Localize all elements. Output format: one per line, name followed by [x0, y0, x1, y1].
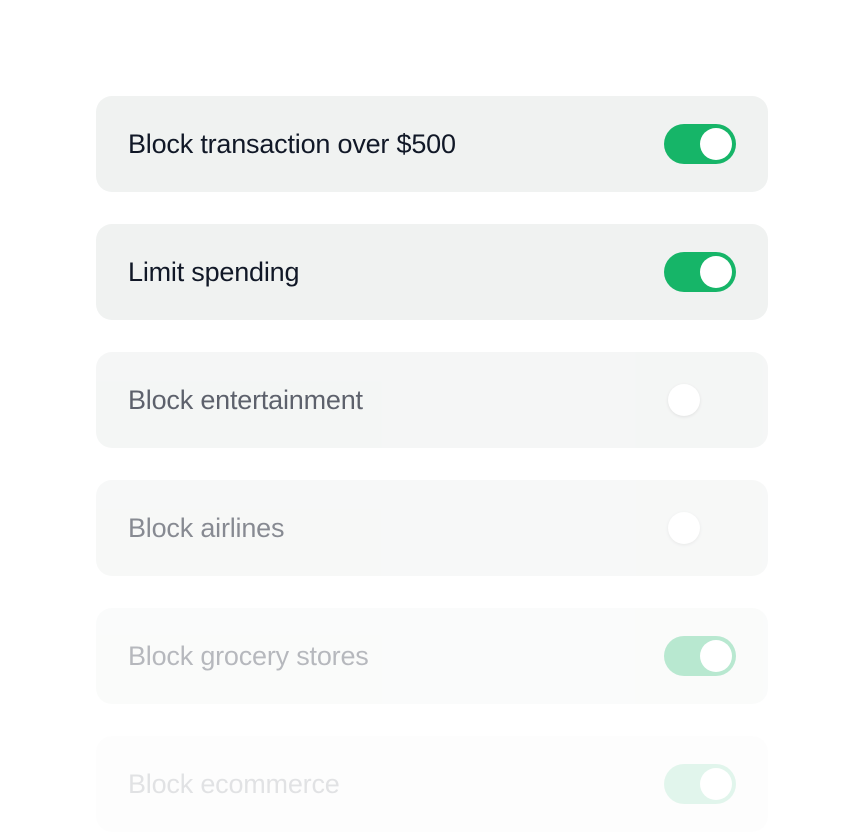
- setting-row-block-ecommerce: Block ecommerce: [96, 736, 768, 832]
- toggle-knob: [700, 768, 732, 800]
- setting-label: Block ecommerce: [128, 768, 340, 799]
- toggle-knob: [668, 512, 700, 544]
- toggle-knob: [700, 128, 732, 160]
- setting-label: Limit spending: [128, 256, 300, 287]
- setting-row-block-over-500: Block transaction over $500: [96, 96, 768, 192]
- toggle-switch[interactable]: [664, 380, 736, 420]
- toggle-knob: [668, 384, 700, 416]
- setting-row-block-airlines: Block airlines: [96, 480, 768, 576]
- toggle-switch[interactable]: [664, 252, 736, 292]
- setting-label: Block airlines: [128, 512, 285, 543]
- toggle-switch[interactable]: [664, 508, 736, 548]
- toggle-knob: [700, 256, 732, 288]
- setting-row-block-entertainment: Block entertainment: [96, 352, 768, 448]
- setting-row-block-grocery: Block grocery stores: [96, 608, 768, 704]
- toggle-switch[interactable]: [664, 636, 736, 676]
- toggle-knob: [700, 640, 732, 672]
- setting-label: Block transaction over $500: [128, 128, 456, 159]
- setting-label: Block entertainment: [128, 384, 363, 415]
- setting-row-limit-spending: Limit spending: [96, 224, 768, 320]
- toggle-switch[interactable]: [664, 124, 736, 164]
- toggle-switch[interactable]: [664, 764, 736, 804]
- setting-label: Block grocery stores: [128, 640, 369, 671]
